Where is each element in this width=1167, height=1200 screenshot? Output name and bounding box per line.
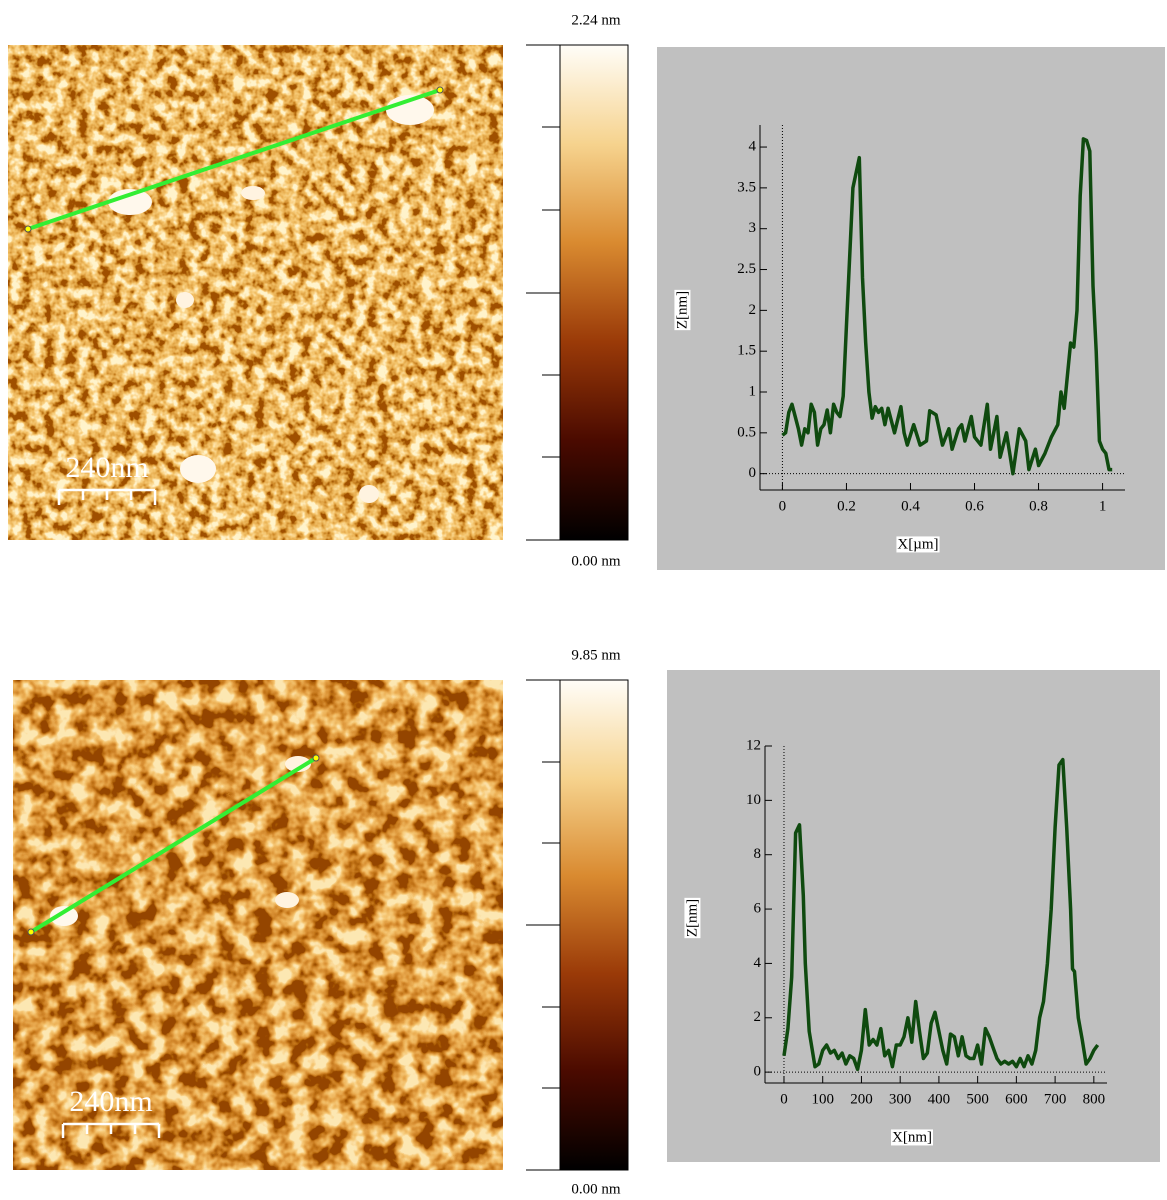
x-tick-label: 700 <box>1044 1091 1067 1107</box>
colorbar-ticks <box>526 44 560 541</box>
y-tick-label: 2 <box>754 1009 762 1025</box>
y-tick-label: 6 <box>754 901 762 917</box>
x-tick-label: 600 <box>1005 1091 1028 1107</box>
profile-end <box>27 928 35 936</box>
colorbar-max: 2.24 nm <box>571 12 621 28</box>
profile-end <box>436 86 444 94</box>
label-background <box>684 897 701 939</box>
colorbar-min: 0.00 nm <box>571 1181 621 1197</box>
particle <box>275 892 299 908</box>
y-tick-label: 2.5 <box>737 261 756 277</box>
x-tick-label: 800 <box>1083 1091 1106 1107</box>
profile-end <box>312 754 320 762</box>
y-tick-label: 3 <box>749 220 757 236</box>
label-background <box>896 536 940 553</box>
y-axis-label: Z[nm] <box>684 899 700 937</box>
x-tick-label: 0.6 <box>965 498 984 514</box>
x-tick-label: 0.4 <box>901 498 920 514</box>
x-axis-label: X[µm] <box>897 536 938 552</box>
particle <box>359 485 379 503</box>
x-tick-label: 100 <box>811 1091 834 1107</box>
colorbar-max: 9.85 nm <box>571 647 621 663</box>
scale-bar-label: 240nm <box>69 1085 152 1118</box>
label-background <box>891 1129 933 1146</box>
label-background <box>674 289 691 331</box>
profile-line <box>27 88 441 231</box>
particle <box>285 756 311 772</box>
afm-texture <box>13 680 503 1170</box>
profile-curve <box>781 137 1113 476</box>
particle <box>50 906 78 926</box>
y-tick-label: 1.5 <box>737 343 756 359</box>
y-tick-label: 0.5 <box>737 424 756 440</box>
x-tick-label: 0.8 <box>1029 498 1048 514</box>
scale-bar <box>61 1122 161 1138</box>
colorbar: 2.24 nm 0.00 nm <box>526 12 629 569</box>
profile-line <box>29 756 318 934</box>
colorbar-gradient <box>559 679 629 1171</box>
afm-image: 240nm <box>13 680 503 1170</box>
x-tick-label: 0.2 <box>837 498 856 514</box>
x-tick-label: 300 <box>889 1091 912 1107</box>
colorbar-gradient <box>559 44 629 541</box>
scale-bar-label: 240nm <box>65 451 148 484</box>
afm-texture <box>8 45 503 540</box>
x-tick-label: 1 <box>1099 498 1107 514</box>
x-axis-label: X[nm] <box>892 1129 932 1145</box>
colorbar-ticks <box>526 679 560 1171</box>
y-tick-label: 0 <box>749 465 757 481</box>
particle <box>176 292 194 308</box>
x-tick-label: 0 <box>780 1091 788 1107</box>
y-tick-label: 0 <box>754 1064 762 1080</box>
y-tick-label: 2 <box>749 302 757 318</box>
y-axis-label: Z[nm] <box>674 291 690 329</box>
y-tick-label: 4 <box>749 138 757 154</box>
scale-bar <box>57 488 157 505</box>
particle <box>108 189 152 215</box>
x-tick-label: 400 <box>928 1091 951 1107</box>
y-tick-label: 4 <box>754 955 762 971</box>
profile-curve <box>782 757 1100 1072</box>
particle <box>241 186 265 200</box>
y-tick-label: 12 <box>746 737 761 753</box>
colorbar-min: 0.00 nm <box>571 553 621 569</box>
x-tick-label: 500 <box>966 1091 989 1107</box>
profile-end <box>24 225 32 233</box>
x-tick-label: 0 <box>779 498 787 514</box>
x-tick-label: 200 <box>850 1091 873 1107</box>
profile-panel <box>657 47 1165 570</box>
y-tick-label: 1 <box>749 383 757 399</box>
colorbar: 9.85 nm 0.00 nm <box>526 647 629 1197</box>
y-tick-label: 10 <box>746 792 761 808</box>
afm-image: 240nm <box>8 45 503 540</box>
y-tick-label: 8 <box>754 846 762 862</box>
particle <box>180 455 216 483</box>
profile-panel <box>667 670 1160 1162</box>
y-tick-label: 3.5 <box>737 179 756 195</box>
